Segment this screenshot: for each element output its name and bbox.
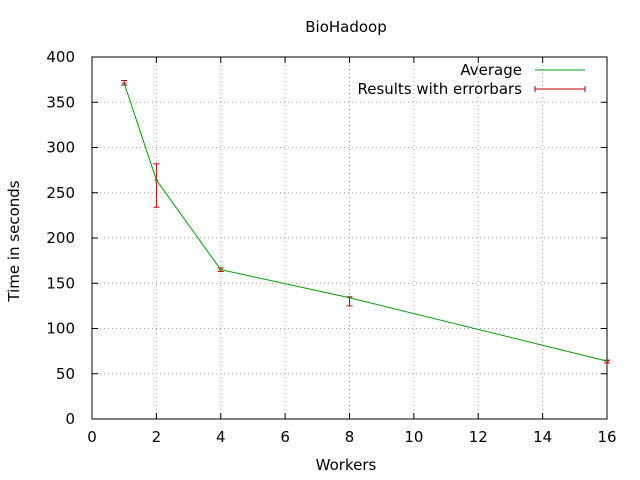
y-tick-label: 300 <box>46 139 75 157</box>
legend: Average Results with errorbars <box>357 61 586 98</box>
x-tick-label: 0 <box>87 428 97 446</box>
y-tick-label: 250 <box>46 184 75 202</box>
average-line <box>123 83 608 362</box>
y-tick-label: 0 <box>65 410 75 428</box>
legend-label-errorbars: Results with errorbars <box>357 80 522 98</box>
x-tick-label: 4 <box>216 428 226 446</box>
y-tick-label: 100 <box>46 320 75 338</box>
chart-title: BioHadoop <box>305 18 387 36</box>
grid-lines <box>92 57 607 419</box>
axis-ticks: 0 2 4 6 8 10 12 14 16 0 50 100 150 200 250 300 350 400 <box>46 48 616 446</box>
y-tick-label: 400 <box>46 48 75 66</box>
x-tick-label: 14 <box>533 428 552 446</box>
x-tick-label: 12 <box>469 428 488 446</box>
x-tick-label: 6 <box>280 428 290 446</box>
x-tick-label: 10 <box>404 428 423 446</box>
x-tick-label: 2 <box>152 428 162 446</box>
legend-label-average: Average <box>460 61 522 79</box>
y-axis-label: Time in seconds <box>5 180 23 302</box>
y-tick-label: 350 <box>46 93 75 111</box>
legend-swatch-errorbars <box>534 86 586 92</box>
x-axis-label: Workers <box>316 456 377 474</box>
y-tick-label: 200 <box>46 229 75 247</box>
y-tick-label: 150 <box>46 274 75 292</box>
series <box>121 80 610 364</box>
y-tick-label: 50 <box>56 365 75 383</box>
x-tick-label: 16 <box>597 428 616 446</box>
x-tick-label: 8 <box>345 428 355 446</box>
